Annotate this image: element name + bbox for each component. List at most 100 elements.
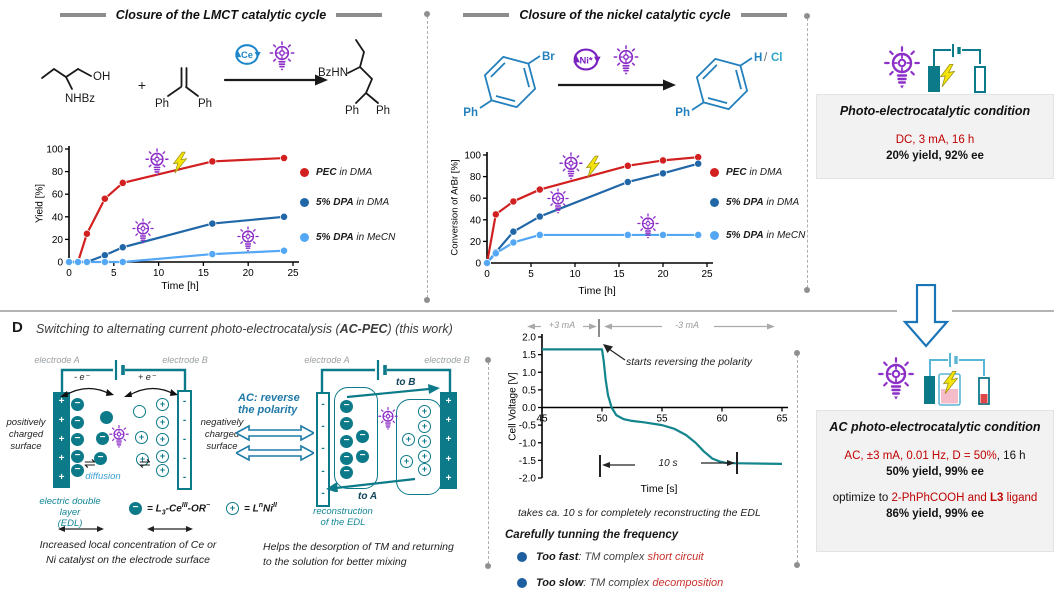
- section-d-title: Switching to alternating current photo-e…: [36, 322, 453, 336]
- ph-right-label: Ph: [198, 98, 212, 110]
- header-dash: [336, 13, 383, 17]
- svg-text:2.0: 2.0: [522, 333, 536, 344]
- ce-ion: [71, 464, 84, 477]
- svg-text:25: 25: [701, 269, 713, 280]
- svg-text:15: 15: [613, 269, 625, 280]
- lmct-title: Closure of the LMCT catalytic cycle: [115, 8, 327, 22]
- ni-ion: [400, 455, 413, 468]
- plus-electron-label: + e⁻: [138, 372, 156, 382]
- legend-item: 5% DPA in MeCN: [710, 230, 805, 241]
- too-fast-bullet: Too fast: TM complex short circuit: [517, 551, 704, 563]
- conversion-chart-xlabel: Time [h]: [578, 285, 616, 297]
- svg-text:100: 100: [46, 145, 63, 156]
- double-arrow-icons: [236, 424, 314, 462]
- svg-text:20: 20: [657, 269, 669, 280]
- reversing-annotation: starts reversing the polarity: [626, 356, 753, 368]
- svg-text:0: 0: [57, 258, 63, 269]
- minus-current-label: -3 mA: [662, 320, 712, 330]
- minus-electron-label: - e⁻: [74, 372, 90, 382]
- lmct-reaction-scheme: OH NHBz + Ph Ph BzHN Ph Ph: [41, 39, 390, 117]
- yield-chart-xlabel: Time [h]: [161, 280, 199, 292]
- svg-text:-2.0: -2.0: [519, 474, 537, 485]
- light-bulb-icon: [236, 226, 260, 253]
- ni-ion: [156, 416, 169, 429]
- ac-optimize-line: optimize to 2-PhPhCOOH and L3 ligand: [832, 492, 1038, 504]
- ac-conditions: AC, ±3 mA, 0.01 Hz, D = 50%, 16 h: [844, 450, 1026, 462]
- cl-label: Cl: [771, 52, 783, 64]
- electrode-b-positive: + + + + +: [440, 392, 457, 489]
- cell-voltage-chart: 45 50 55 60 65 -2.0 -1.5 -1.0 -0.5 0.0 0.5 1.0 1.5 2.…: [505, 320, 810, 510]
- light-bulb-icon: [144, 148, 170, 177]
- plus-current-label: +3 mA: [541, 320, 583, 330]
- br-label: Br: [542, 51, 555, 63]
- svg-text:10: 10: [153, 268, 165, 279]
- ce-label: Ce: [241, 50, 253, 60]
- edl-group-anions: [334, 387, 378, 489]
- svg-text:100: 100: [464, 151, 481, 162]
- svg-text:5: 5: [528, 269, 534, 280]
- yield-chart-legend: PEC in DMA 5% DPA in DMA 5% DPA in MeCN: [300, 167, 425, 257]
- nickel-reaction-scheme: Br Ph H / Cl Ph: [463, 51, 783, 119]
- svg-text:10: 10: [569, 269, 581, 280]
- nhbz-label: NHBz: [65, 93, 95, 105]
- product-ph-right: Ph: [376, 105, 390, 117]
- edl-right-caption: Helps the desorption of TM and returning…: [263, 541, 454, 569]
- header-dash: [740, 13, 787, 17]
- svg-text:5: 5: [111, 268, 117, 279]
- lightning-bolt-icon: [585, 155, 601, 179]
- voltage-caption: takes ca. 10 s for completely reconstruc…: [518, 507, 761, 519]
- block-down-arrow-icon: [902, 284, 950, 348]
- ce-ion: [71, 416, 84, 429]
- legend-item: PEC in DMA: [300, 167, 372, 178]
- lmct-header: Closure of the LMCT catalytic cycle: [55, 8, 387, 22]
- svg-text:40: 40: [470, 215, 482, 226]
- electrode-b-negative: -----: [177, 390, 192, 490]
- ce-cycle-arrows-icon: Ce: [235, 44, 261, 65]
- ten-seconds-label: 10 s: [658, 458, 678, 469]
- header-dash: [463, 13, 510, 17]
- ac-electro-cell-icon: [924, 353, 990, 406]
- svg-text:80: 80: [470, 172, 482, 183]
- plus-sign: +: [138, 77, 146, 93]
- negative-surface-label: negatively charged surface: [200, 417, 244, 452]
- ni-ion: [156, 464, 169, 477]
- circuit-wire-battery-icon: [60, 360, 187, 392]
- conversion-chart-ylabel: Conversion of ArBr [%]: [449, 159, 461, 256]
- legend-marker: [710, 198, 719, 207]
- ac-result-1: 50% yield, 99% ee: [886, 466, 984, 478]
- section-d-label: D: [12, 319, 23, 336]
- ni-label: Ni*: [579, 55, 592, 66]
- legend-marker: [710, 168, 719, 177]
- ni-ion: [156, 450, 169, 463]
- light-bulb-icon: [612, 45, 640, 76]
- measure-arrow-left: [602, 462, 635, 468]
- svg-text:20: 20: [470, 237, 482, 248]
- legend-label: 5% DPA in DMA: [316, 197, 390, 208]
- electrode-a-label: electrode A: [304, 355, 350, 365]
- reaction-arrowhead: [315, 74, 328, 86]
- legend-marker: [300, 233, 309, 242]
- legend-marker: [710, 231, 719, 240]
- ph-left-label: Ph: [155, 98, 169, 110]
- too-slow-bullet: Too slow: TM complex decomposition: [517, 577, 723, 589]
- yield-chart-ylabel: Yield [%]: [34, 183, 46, 224]
- ce-ion-legend-marker: [129, 502, 142, 515]
- ni-ion: [418, 420, 431, 433]
- svg-text:60: 60: [52, 190, 64, 201]
- ni-ion-legend-marker: [226, 502, 239, 515]
- ph-label: Ph: [463, 107, 478, 119]
- reaction-arrowhead: [663, 79, 676, 91]
- ce-ion: [71, 398, 84, 411]
- edl-label: electric double layer (EDL): [39, 496, 101, 529]
- legend-item: PEC in DMA: [710, 167, 782, 178]
- oh-label: OH: [93, 71, 110, 83]
- lightning-bolt-icon: [172, 151, 188, 175]
- ce-ion: [340, 400, 353, 413]
- region-separator: [598, 319, 600, 337]
- svg-text:40: 40: [52, 212, 64, 223]
- positive-surface-label: positively charged surface: [6, 417, 46, 452]
- ce-ion: [340, 452, 353, 465]
- product-ph-left: Ph: [345, 105, 359, 117]
- legend-marker: [300, 168, 309, 177]
- ce-ion: [100, 411, 113, 424]
